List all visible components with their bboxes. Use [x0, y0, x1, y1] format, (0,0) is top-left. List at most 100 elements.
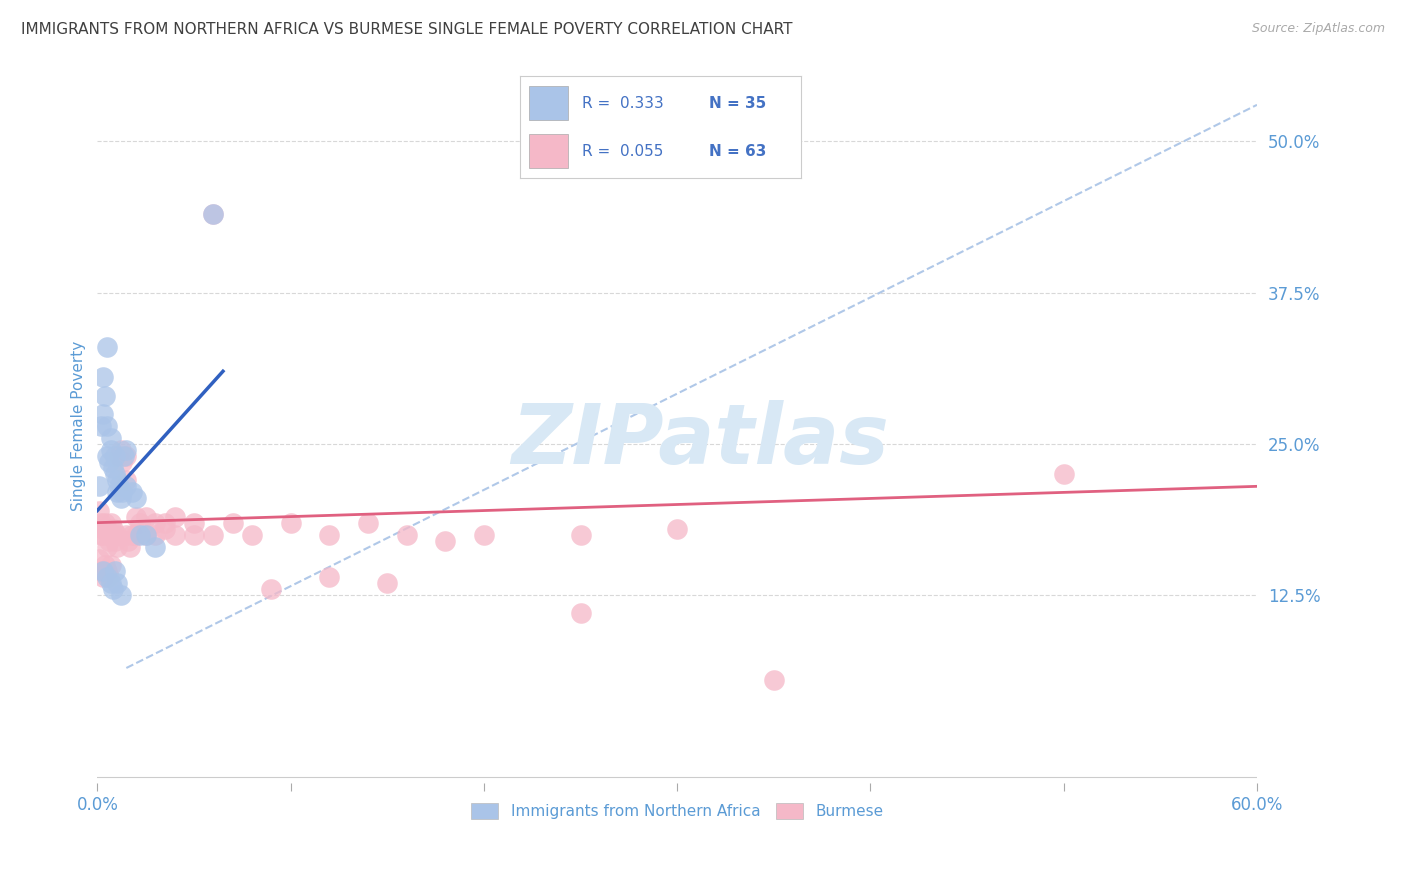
Point [91, 522, 114, 536]
Point [318, 528, 340, 542]
Text: N = 35: N = 35 [709, 95, 766, 111]
Point [153, 516, 176, 530]
Point [104, 564, 127, 578]
Point [96, 540, 118, 554]
Point [357, 516, 380, 530]
Point [101, 461, 124, 475]
Point [163, 509, 186, 524]
Point [128, 516, 150, 530]
Point [121, 528, 143, 542]
Point [434, 533, 457, 548]
Point [91, 370, 114, 384]
Point [97, 455, 120, 469]
Point [183, 528, 205, 542]
Point [110, 442, 132, 457]
Point [96, 449, 118, 463]
Point [163, 528, 186, 542]
Point [101, 528, 124, 542]
Point [260, 582, 283, 597]
Text: ZIPatlas: ZIPatlas [512, 400, 889, 481]
Point [115, 473, 138, 487]
Point [91, 528, 114, 542]
Point [90, 564, 112, 578]
FancyBboxPatch shape [529, 135, 568, 168]
Point [375, 576, 398, 591]
Point [100, 442, 122, 457]
Point [91, 564, 114, 578]
Point [107, 449, 129, 463]
Point [97, 533, 120, 548]
Point [153, 522, 176, 536]
Point [105, 576, 128, 591]
Text: IMMIGRANTS FROM NORTHERN AFRICA VS BURMESE SINGLE FEMALE POVERTY CORRELATION CHA: IMMIGRANTS FROM NORTHERN AFRICA VS BURME… [21, 22, 793, 37]
Point [318, 570, 340, 584]
Point [105, 485, 128, 500]
Point [100, 558, 122, 572]
Point [110, 588, 132, 602]
Point [135, 509, 157, 524]
Point [91, 407, 114, 421]
Point [202, 207, 225, 221]
Point [666, 522, 689, 536]
Point [111, 455, 134, 469]
Point [125, 509, 148, 524]
Point [101, 522, 124, 536]
Point [221, 516, 243, 530]
Point [115, 442, 138, 457]
Legend: Immigrants from Northern Africa, Burmese: Immigrants from Northern Africa, Burmese [465, 797, 890, 825]
Y-axis label: Single Female Poverty: Single Female Poverty [72, 341, 86, 511]
Point [94, 516, 117, 530]
Point [100, 431, 122, 445]
Point [115, 528, 138, 542]
Point [101, 582, 124, 597]
Point [1053, 467, 1076, 482]
Point [569, 528, 592, 542]
Point [280, 516, 302, 530]
Point [96, 564, 118, 578]
Point [96, 570, 118, 584]
Point [105, 528, 128, 542]
Point [115, 449, 138, 463]
Point [96, 340, 118, 354]
Point [100, 516, 122, 530]
Point [90, 528, 112, 542]
Point [94, 558, 117, 572]
Text: Source: ZipAtlas.com: Source: ZipAtlas.com [1251, 22, 1385, 36]
Text: R =  0.333: R = 0.333 [582, 95, 664, 111]
Text: R =  0.055: R = 0.055 [582, 144, 664, 159]
Point [89, 503, 111, 517]
Point [96, 418, 118, 433]
Point [143, 540, 166, 554]
Point [110, 491, 132, 506]
Point [135, 528, 157, 542]
Point [128, 528, 150, 542]
Point [107, 479, 129, 493]
Point [100, 528, 122, 542]
Point [125, 491, 148, 506]
Point [472, 528, 495, 542]
Point [395, 528, 418, 542]
Point [90, 418, 112, 433]
Point [135, 528, 157, 542]
Point [89, 552, 111, 566]
Point [183, 516, 205, 530]
Point [762, 673, 785, 687]
Point [202, 528, 225, 542]
Point [125, 528, 148, 542]
Point [111, 485, 134, 500]
Point [105, 540, 128, 554]
Point [112, 449, 135, 463]
FancyBboxPatch shape [529, 87, 568, 120]
Point [105, 473, 128, 487]
Point [115, 479, 138, 493]
Point [240, 528, 263, 542]
Point [89, 479, 111, 493]
Point [104, 449, 127, 463]
Text: N = 63: N = 63 [709, 144, 766, 159]
Point [97, 570, 120, 584]
Point [104, 533, 127, 548]
Point [100, 576, 122, 591]
Point [96, 522, 118, 536]
Point [94, 388, 117, 402]
Point [143, 516, 166, 530]
